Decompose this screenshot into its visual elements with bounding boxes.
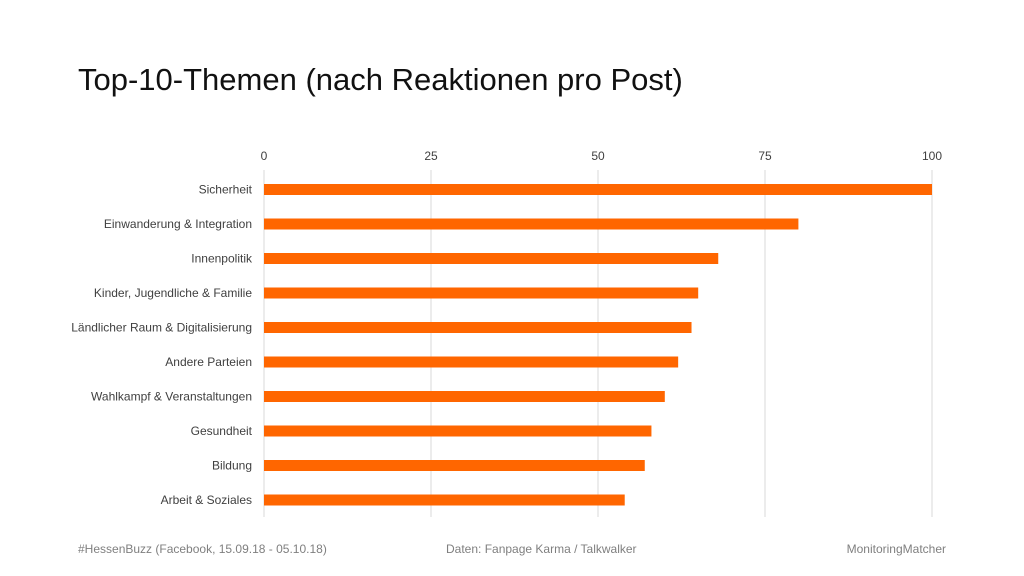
category-label: Ländlicher Raum & Digitalisierung <box>71 321 252 335</box>
page-title: Top-10-Themen (nach Reaktionen pro Post) <box>78 62 683 97</box>
bar <box>264 460 645 471</box>
category-label: Kinder, Jugendliche & Familie <box>94 286 252 300</box>
category-label: Bildung <box>212 459 252 473</box>
bar <box>264 218 799 230</box>
bar <box>264 425 652 437</box>
x-tick-label: 0 <box>261 149 268 163</box>
category-label: Innenpolitik <box>191 252 253 266</box>
footer-source-hashtag: #HessenBuzz (Facebook, 15.09.18 - 05.10.… <box>78 542 327 556</box>
footer-data-credit: Daten: Fanpage Karma / Talkwalker <box>446 542 637 556</box>
category-label: Gesundheit <box>191 424 253 438</box>
bar <box>264 391 665 402</box>
x-tick-label: 50 <box>591 149 605 163</box>
category-label: Wahlkampf & Veranstaltungen <box>91 390 252 404</box>
bar <box>264 356 679 368</box>
bar <box>264 494 625 506</box>
category-labels: Sicherheit Einwanderung & Integration Inne… <box>71 183 253 508</box>
x-tick-label: 75 <box>758 149 772 163</box>
x-tick-label: 25 <box>424 149 438 163</box>
bars <box>264 184 932 506</box>
category-label: Andere Parteien <box>165 355 252 369</box>
bar <box>264 322 692 333</box>
category-label: Sicherheit <box>199 183 253 197</box>
x-tick-label: 100 <box>922 149 942 163</box>
bar <box>264 287 699 299</box>
bar <box>264 184 932 195</box>
footer-brand: MonitoringMatcher <box>846 542 946 556</box>
category-label: Arbeit & Soziales <box>161 493 252 507</box>
x-axis-ticks: 0 25 50 75 100 <box>261 149 943 163</box>
bar <box>264 253 719 264</box>
category-label: Einwanderung & Integration <box>104 217 252 231</box>
